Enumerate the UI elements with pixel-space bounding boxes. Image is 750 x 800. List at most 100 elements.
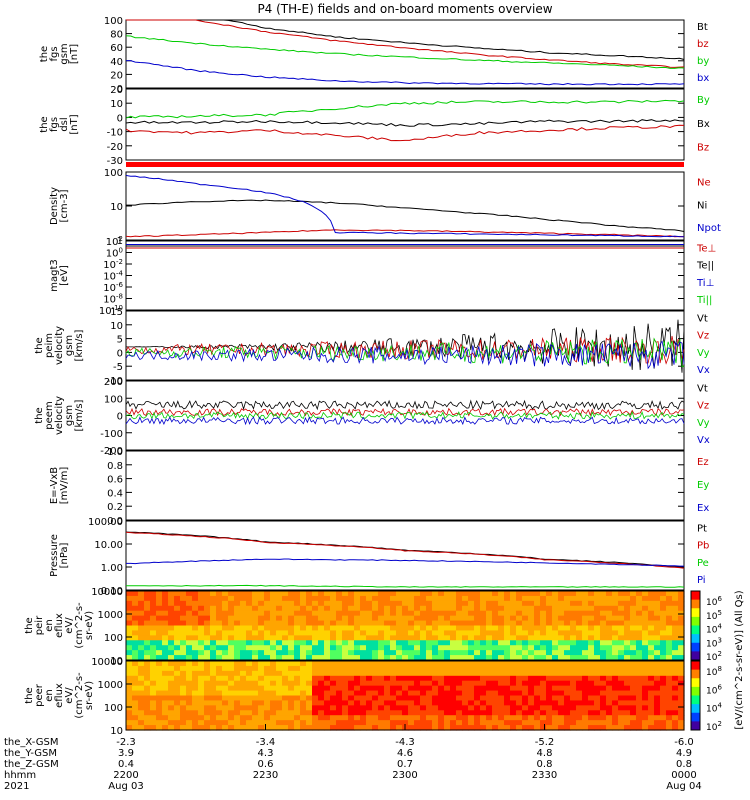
- spectrogram-cell: [150, 705, 157, 711]
- spectrogram-cell: [582, 710, 589, 716]
- spectrogram-cell: [216, 725, 223, 731]
- spectrogram-cell: [594, 591, 601, 597]
- spectrogram-cell: [432, 665, 439, 672]
- spectrogram-cell: [492, 650, 499, 656]
- spectrogram-cell: [462, 615, 469, 622]
- spectrogram-cell: [126, 655, 133, 661]
- spectrogram-cell: [186, 620, 193, 627]
- spectrogram-cell: [264, 710, 271, 716]
- spectrogram-cell: [366, 625, 373, 632]
- spectrogram-cell: [270, 605, 277, 612]
- spectrogram-cell: [630, 705, 637, 711]
- spectrogram-cell: [456, 661, 463, 667]
- spectrogram-cell: [480, 635, 487, 641]
- spectrogram-cell: [372, 600, 379, 607]
- spectrogram-cell: [606, 690, 613, 697]
- spectrogram-cell: [168, 645, 175, 651]
- spectrogram-cell: [264, 650, 271, 656]
- spectrogram-cell: [246, 661, 253, 667]
- legend-vt: Vt: [697, 313, 708, 324]
- spectrogram-cell: [504, 700, 511, 706]
- spectrogram-cell: [420, 690, 427, 697]
- spectrogram-cell: [210, 640, 217, 646]
- spectrogram-cell: [174, 605, 181, 612]
- spectrogram-cell: [390, 680, 397, 687]
- spectrogram-cell: [342, 720, 349, 726]
- spectrogram-cell: [318, 710, 325, 716]
- spectrogram-cell: [300, 620, 307, 627]
- spectrogram-cell: [156, 715, 163, 721]
- spectrogram-cell: [216, 665, 223, 672]
- spectrogram-cell: [570, 650, 577, 656]
- spectrogram-cell: [468, 615, 475, 622]
- spectrogram-cell: [150, 630, 157, 636]
- x-tick-label: 2200: [113, 770, 138, 781]
- spectrogram-cell: [534, 615, 541, 622]
- spectrogram-cell: [258, 640, 265, 646]
- spectrogram-cell: [648, 705, 655, 711]
- spectrogram-cell: [450, 655, 457, 661]
- spectrogram-cell: [468, 591, 475, 597]
- spectrogram-cell: [324, 705, 331, 711]
- spectrogram-cell: [606, 640, 613, 646]
- spectrogram-cell: [342, 670, 349, 677]
- spectrogram-cell: [534, 630, 541, 636]
- spectrogram-cell: [288, 610, 295, 617]
- spectrogram-cell: [576, 705, 583, 711]
- spectrogram-cell: [408, 625, 415, 632]
- colorbar-tick-label: 104: [706, 623, 722, 636]
- spectrogram-cell: [258, 690, 265, 697]
- spectrogram-cell: [324, 630, 331, 636]
- spectrogram-cell: [252, 605, 259, 612]
- spectrogram-cell: [252, 645, 259, 651]
- spectrogram-cell: [240, 591, 247, 597]
- spectrogram-cell: [252, 715, 259, 721]
- spectrogram-cell: [132, 615, 139, 622]
- spectrogram-cell: [192, 591, 199, 597]
- spectrogram-cell: [228, 591, 235, 597]
- spectrogram-cell: [276, 685, 283, 692]
- spectrogram-cell: [660, 675, 667, 682]
- spectrogram-cell: [546, 715, 553, 721]
- spectrogram-cell: [144, 695, 151, 702]
- spectrogram-cell: [642, 655, 649, 661]
- spectrogram-cell: [648, 710, 655, 716]
- spectrogram-cell: [168, 655, 175, 661]
- spectrogram-cell: [354, 685, 361, 692]
- spectrogram-cell: [366, 615, 373, 622]
- spectrogram-cell: [582, 695, 589, 702]
- series-fgs-dsl-by: [125, 99, 685, 119]
- spectrogram-cell: [432, 615, 439, 622]
- spectrogram-cell: [372, 591, 379, 597]
- spectrogram-cell: [192, 675, 199, 682]
- spectrogram-cell: [390, 630, 397, 636]
- spectrogram-cell: [618, 620, 625, 627]
- spectrogram-cell: [642, 661, 649, 667]
- spectrogram-cell: [624, 635, 631, 641]
- spectrogram-cell: [216, 720, 223, 726]
- spectrogram-cell: [636, 720, 643, 726]
- spectrogram-cell: [168, 605, 175, 612]
- spectrogram-cell: [498, 710, 505, 716]
- spectrogram-cell: [300, 675, 307, 682]
- spectrogram-cell: [606, 720, 613, 726]
- spectrogram-cell: [144, 680, 151, 687]
- spectrogram-cell: [648, 620, 655, 627]
- spectrogram-cell: [600, 645, 607, 651]
- spectrogram-cell: [198, 665, 205, 672]
- spectrogram-cell: [444, 705, 451, 711]
- velocity-trace: [125, 407, 685, 417]
- spectrogram-cell: [390, 705, 397, 711]
- y-axis-label: the: [24, 687, 35, 703]
- spectrogram-cell: [426, 720, 433, 726]
- spectrogram-cell: [180, 670, 187, 677]
- spectrogram-cell: [552, 675, 559, 682]
- spectrogram-cell: [342, 690, 349, 697]
- spectrogram-cell: [300, 695, 307, 702]
- spectrogram-cell: [210, 655, 217, 661]
- spectrogram-cell: [534, 640, 541, 646]
- spectrogram-cell: [180, 591, 187, 597]
- spectrogram-cell: [402, 661, 409, 667]
